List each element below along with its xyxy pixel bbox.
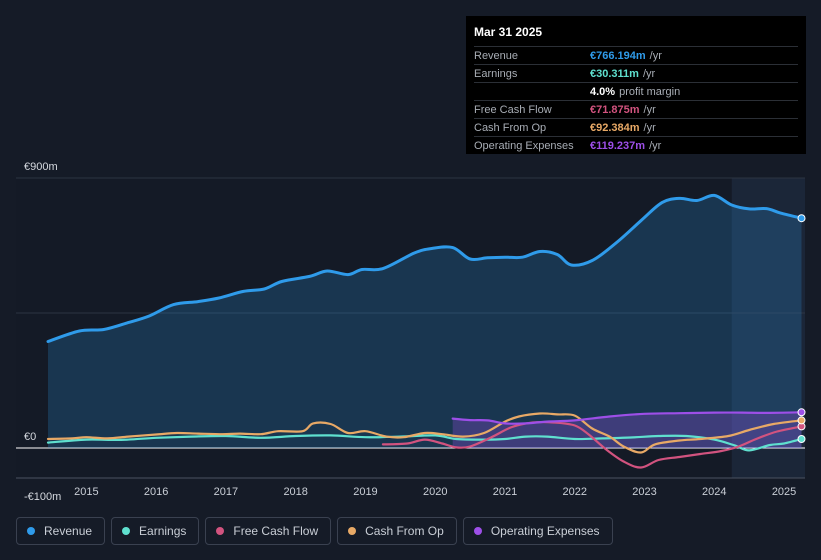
tooltip-row-value: €766.194m (590, 49, 646, 62)
tooltip-row-label: Operating Expenses (474, 139, 574, 152)
revenue-line (46, 193, 803, 343)
legend-label: Free Cash Flow (233, 524, 319, 538)
tooltip-row-value: €92.384m (590, 121, 640, 134)
revenue-area (48, 195, 802, 448)
x-tick-label: 2019 (353, 486, 377, 498)
tooltip-row-value: €71.875m (590, 103, 640, 116)
x-tick-label: 2016 (144, 486, 168, 498)
chart-legend: Revenue Earnings Free Cash Flow Cash From O… (16, 517, 613, 545)
tooltip-row-label: Revenue (474, 49, 519, 62)
legend-dot-icon (216, 527, 225, 535)
legend-label: Revenue (44, 524, 93, 538)
legend-label: Operating Expenses (490, 524, 600, 538)
tooltip-row-unit: /yr (643, 103, 656, 116)
x-tick-label: 2024 (702, 486, 726, 498)
legend-item-free-cash-flow[interactable]: Free Cash Flow (205, 517, 332, 545)
legend-label: Cash From Op (365, 524, 444, 538)
grid-lines (16, 177, 805, 479)
tooltip-row-cash-from-op: Cash From Op €92.384m/yr (474, 118, 798, 136)
y-tick-label: €0 (24, 431, 36, 443)
tooltip-row-free-cash-flow: Free Cash Flow €71.875m/yr (474, 100, 798, 118)
tooltip-date: Mar 31 2025 (474, 25, 543, 39)
y-tick-label: €900m (24, 161, 58, 173)
tooltip-row-label: Cash From Op (474, 121, 547, 134)
x-axis-labels: 2015 2016 2017 2018 2019 2020 2021 2022 2023 2024… (74, 486, 796, 498)
endpoint-markers (797, 214, 806, 443)
earnings-line (46, 434, 803, 452)
x-tick-label: 2021 (493, 486, 517, 498)
tooltip-row-value: €30.311m (590, 67, 639, 80)
tooltip-row-unit: profit margin (619, 85, 681, 98)
x-tick-label: 2017 (214, 486, 238, 498)
operating-expenses-endpoint (797, 408, 806, 417)
data-tooltip: Mar 31 2025 Revenue €766.194m/yr Earnings €… (466, 16, 806, 154)
tooltip-row-label: Free Cash Flow (474, 103, 552, 116)
tooltip-row-revenue: Revenue €766.194m/yr (474, 46, 798, 64)
operating-expenses-line (451, 411, 803, 425)
legend-label: Earnings (139, 524, 187, 538)
tooltip-row-unit: /yr (643, 121, 656, 134)
tooltip-row-operating-expenses: Operating Expenses €119.237m/yr (474, 136, 798, 154)
free-cash-flow-line (381, 420, 803, 469)
tooltip-row-label: Earnings (474, 67, 518, 80)
x-tick-label: 2025 (772, 486, 796, 498)
x-tick-label: 2018 (283, 486, 307, 498)
plot-background (16, 178, 805, 478)
x-tick-label: 2020 (423, 486, 447, 498)
legend-dot-icon (122, 527, 131, 535)
cash-from-op-endpoint (797, 416, 806, 425)
y-tick-label: -€100m (24, 491, 61, 503)
tooltip-row-unit: /yr (649, 49, 662, 62)
earnings-endpoint (797, 435, 806, 443)
x-tick-label: 2015 (74, 486, 98, 498)
tooltip-row-value: €119.237m (590, 139, 646, 152)
legend-item-revenue[interactable]: Revenue (16, 517, 106, 545)
legend-dot-icon (348, 527, 357, 535)
revenue-endpoint (797, 214, 806, 223)
legend-dot-icon (27, 527, 35, 535)
series-layer (46, 193, 803, 469)
legend-item-operating-expenses[interactable]: Operating Expenses (462, 517, 613, 545)
cash-from-op-line (46, 412, 803, 454)
x-tick-label: 2023 (632, 486, 656, 498)
tooltip-row-unit: /yr (642, 67, 656, 80)
tooltip-row-value: 4.0% (590, 85, 616, 98)
y-axis-labels: €900m €0 -€100m (24, 161, 61, 503)
legend-item-earnings[interactable]: Earnings (111, 517, 200, 545)
legend-item-cash-from-op[interactable]: Cash From Op (337, 517, 457, 545)
tooltip-row-profit-margin: 4.0% profit margin (474, 82, 798, 100)
legend-dot-icon (473, 527, 482, 535)
tooltip-row-unit: /yr (649, 139, 662, 152)
tooltip-row-earnings: Earnings €30.311m/yr (474, 64, 798, 82)
x-tick-label: 2022 (563, 486, 587, 498)
